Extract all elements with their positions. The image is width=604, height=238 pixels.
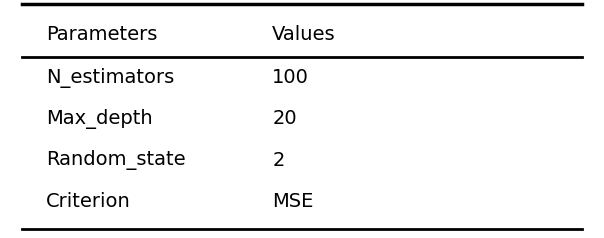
Text: Parameters: Parameters <box>46 25 157 44</box>
Text: 20: 20 <box>272 109 297 129</box>
Text: Max_depth: Max_depth <box>46 109 152 129</box>
Text: 2: 2 <box>272 151 284 170</box>
Text: Random_state: Random_state <box>46 150 185 170</box>
Text: 100: 100 <box>272 68 309 87</box>
Text: N_estimators: N_estimators <box>46 68 174 88</box>
Text: Values: Values <box>272 25 336 44</box>
Text: Criterion: Criterion <box>46 192 130 211</box>
Text: MSE: MSE <box>272 192 313 211</box>
